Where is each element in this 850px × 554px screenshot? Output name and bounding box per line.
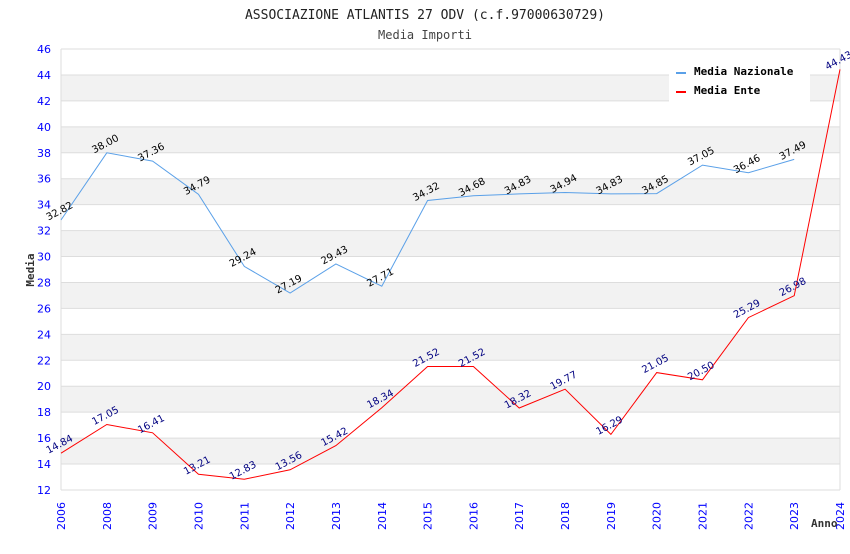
grid-bands — [60, 48, 841, 491]
grid-band — [61, 464, 840, 490]
y-tick-label: 12 — [37, 484, 51, 497]
y-tick-label: 28 — [37, 276, 51, 289]
grid-band — [61, 256, 840, 283]
x-tick-label: 2010 — [192, 502, 205, 530]
y-axis-label: Media — [24, 253, 37, 286]
x-tick-label: 2009 — [147, 502, 160, 530]
series-line-nazionale — [60, 152, 795, 294]
x-tick-label: 2015 — [422, 502, 435, 530]
x-tick-label: 2014 — [376, 502, 389, 530]
x-tick-label: 2012 — [284, 502, 297, 530]
grid-band — [61, 386, 840, 413]
x-tick-label: 2022 — [742, 502, 755, 530]
legend-label-ente: Media Ente — [694, 84, 761, 97]
y-tick-label: 30 — [37, 251, 51, 264]
x-tick-label: 2016 — [467, 502, 480, 530]
x-tick-label: 2006 — [55, 502, 68, 530]
x-tick-label: 2017 — [513, 502, 526, 530]
chart-title: ASSOCIAZIONE ATLANTIS 27 ODV (c.f.970006… — [245, 8, 605, 23]
grid-band — [61, 152, 840, 179]
y-tick-label: 46 — [37, 43, 51, 56]
y-tick-label: 22 — [37, 354, 51, 367]
grid-band — [61, 126, 840, 153]
legend-label-nazionale: Media Nazionale — [694, 65, 794, 78]
x-tick-label: 2020 — [651, 502, 664, 530]
x-tick-label: 2021 — [697, 502, 710, 530]
y-tick-label: 36 — [37, 173, 51, 186]
y-tick-label: 40 — [37, 121, 51, 134]
y-tick-label: 20 — [37, 380, 51, 393]
y-axis: 12 14 16 18 20 22 24 26 28 30 32 34 36 38 40 42 44 46 — [37, 43, 51, 497]
grid-band — [61, 334, 840, 361]
grid-band — [61, 282, 840, 309]
y-tick-label: 42 — [37, 95, 51, 108]
grid-band — [61, 100, 840, 127]
legend: Media Nazionale Media Ente — [669, 60, 810, 102]
grid-band — [61, 230, 840, 257]
x-tick-label: 2024 — [834, 502, 847, 530]
grid-band — [61, 308, 840, 335]
series-line-ente — [60, 69, 841, 480]
x-tick-label: 2023 — [788, 502, 801, 530]
legend-box — [669, 60, 810, 102]
y-tick-label: 26 — [37, 302, 51, 315]
x-axis-label: Anno — [811, 517, 838, 530]
x-tick-label: 2019 — [605, 502, 618, 530]
y-tick-label: 14 — [37, 458, 51, 471]
y-tick-label: 32 — [37, 225, 51, 238]
chart-subtitle: Media Importi — [378, 28, 472, 42]
y-tick-label: 16 — [37, 432, 51, 445]
y-tick-label: 38 — [37, 147, 51, 160]
grid-band — [61, 412, 840, 439]
x-tick-label: 2013 — [330, 502, 343, 530]
y-tick-label: 24 — [37, 328, 51, 341]
series-lines — [60, 69, 841, 480]
grid-band — [61, 178, 840, 205]
x-tick-label: 2011 — [238, 502, 251, 530]
x-tick-label: 2018 — [559, 502, 572, 530]
y-tick-label: 44 — [37, 69, 51, 82]
grid-band — [61, 438, 840, 465]
grid-band — [61, 204, 840, 231]
y-tick-label: 34 — [37, 199, 51, 212]
y-tick-label: 18 — [37, 406, 51, 419]
grid-band — [61, 360, 840, 387]
x-axis: 2006 2008 2009 2010 2011 2012 2013 2014 2015 2016… — [55, 502, 847, 530]
x-tick-label: 2008 — [101, 502, 114, 530]
